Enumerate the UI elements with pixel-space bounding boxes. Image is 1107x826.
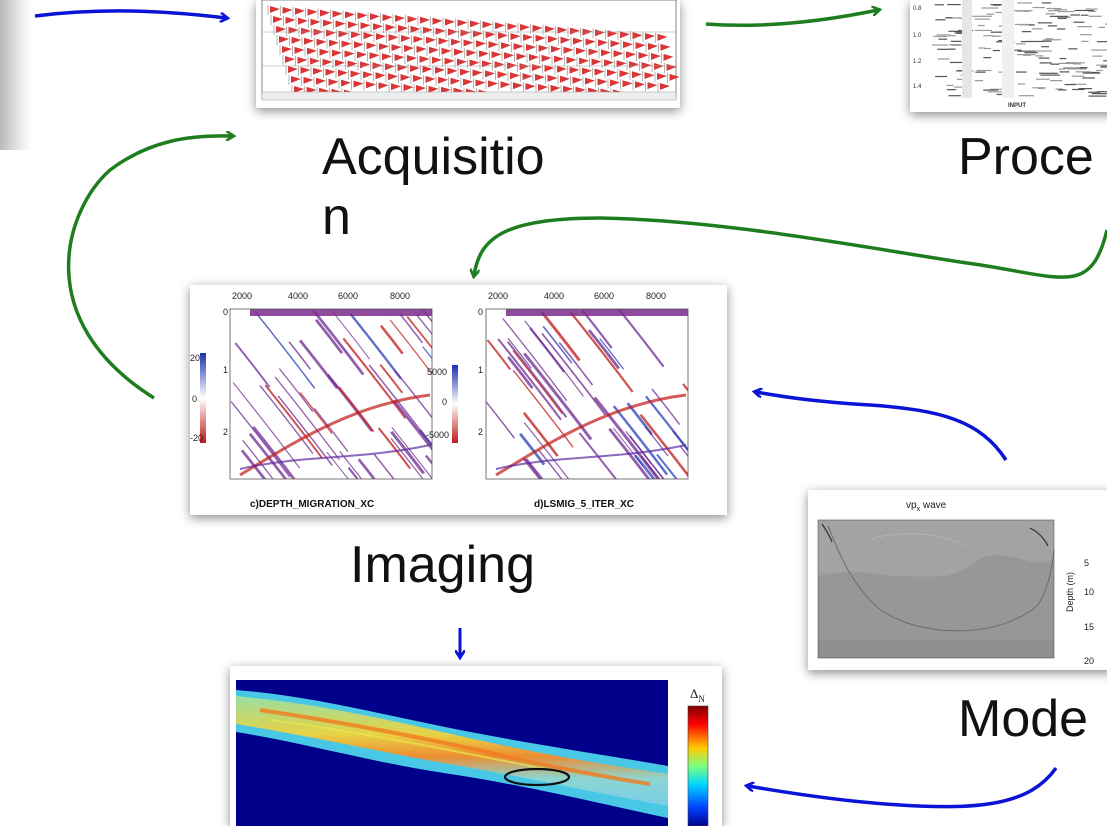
arrow-green-processing-to-imaging xyxy=(474,218,1107,277)
arrow-green-acquisition-to-processing xyxy=(706,10,878,25)
arrow-blue-to-acquisition xyxy=(35,11,226,18)
arrow-blue-modeling-to-imaging xyxy=(756,392,1006,460)
arrow-blue-modeling-to-inversion xyxy=(748,768,1056,807)
arrow-green-imaging-to-acquisition xyxy=(69,136,232,398)
